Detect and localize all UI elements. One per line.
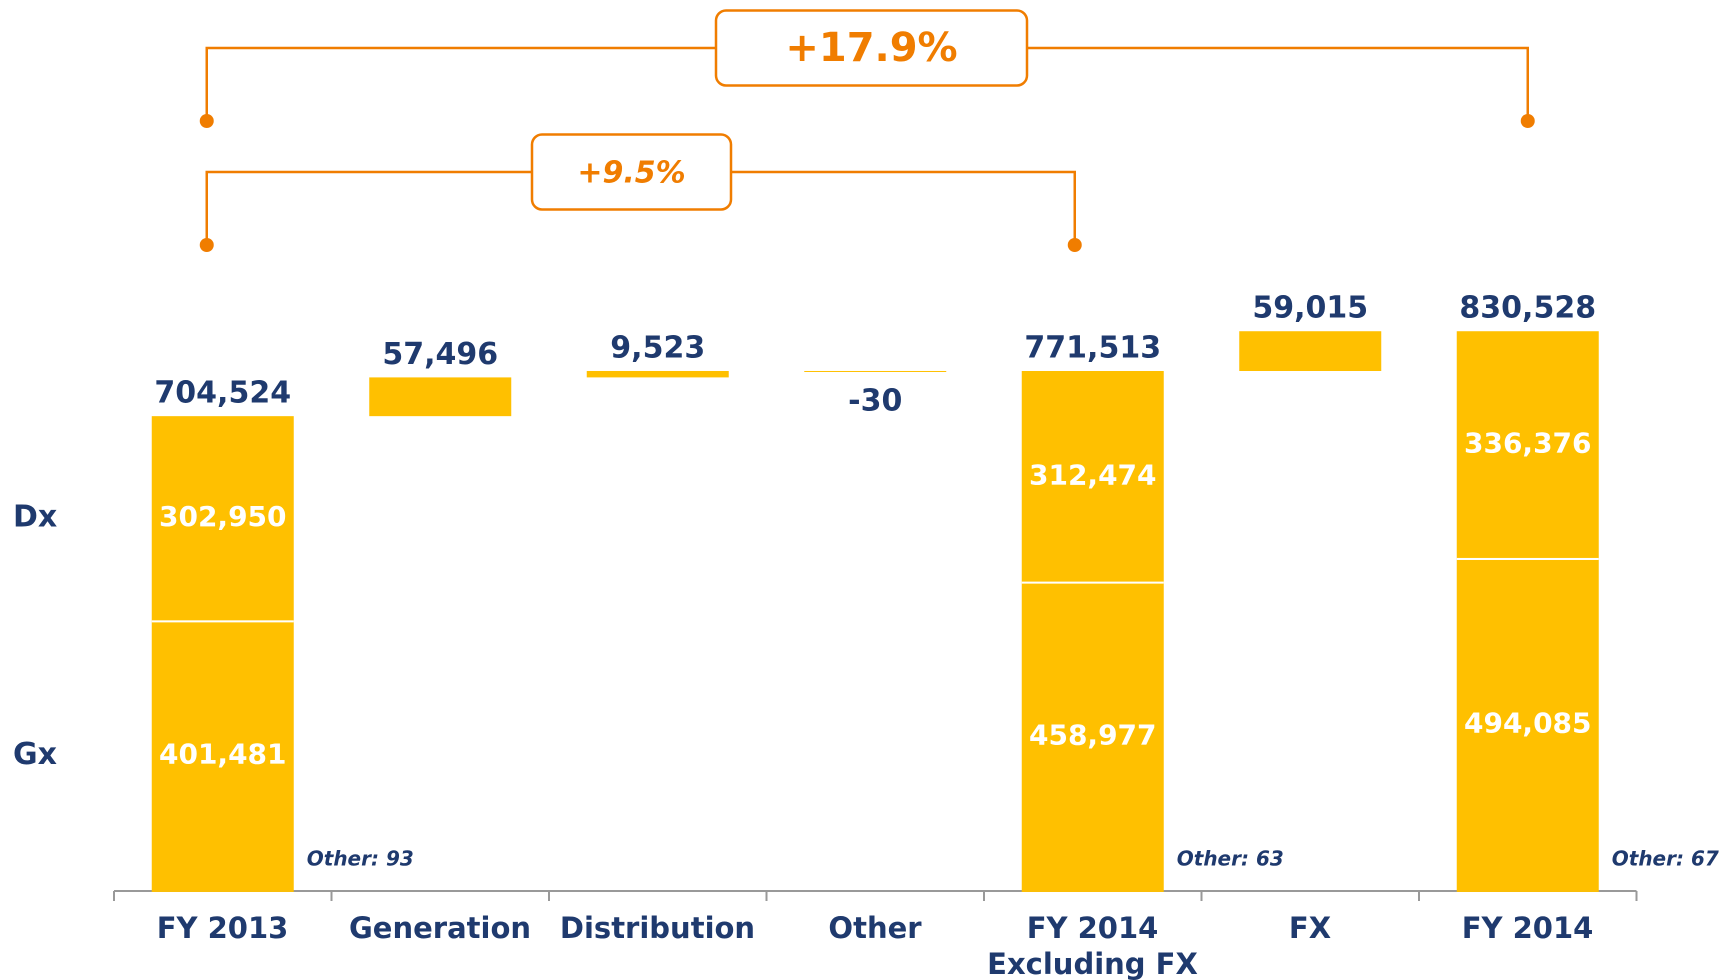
- segment-label: 494,085: [1464, 706, 1592, 739]
- segment-label: 312,474: [1029, 458, 1157, 491]
- bar-segment: [1021, 581, 1164, 891]
- annotation-box: [714, 9, 1029, 87]
- bracket: [205, 170, 1076, 245]
- bracket-dot: [199, 114, 214, 128]
- bracket: [205, 46, 1529, 121]
- bar-segment: [1021, 890, 1164, 892]
- value-label: 9,523: [610, 330, 705, 365]
- bracket-dot: [1067, 238, 1082, 252]
- bar-segment: [1456, 557, 1599, 891]
- value-label: 57,496: [382, 337, 498, 372]
- bar-segment: [151, 620, 294, 891]
- segment-label: 401,481: [159, 738, 287, 771]
- x-tick-label: FY 2013: [156, 911, 289, 945]
- x-tick-label: FY 2014 Excluding FX: [987, 911, 1198, 980]
- bracket-dot: [1520, 114, 1535, 128]
- x-tick-label: FX: [1288, 911, 1332, 945]
- other-label: Other: 93: [307, 847, 414, 871]
- bar-segment: [1456, 890, 1599, 892]
- bar-segment: [1456, 331, 1599, 558]
- x-tick-label: FY 2014: [1461, 911, 1594, 945]
- value-label: 59,015: [1252, 291, 1368, 326]
- other-label: Other: 67: [1612, 847, 1719, 871]
- annotation: +17.9%: [785, 25, 957, 71]
- bracket-dot: [199, 238, 214, 252]
- value-label: 830,528: [1459, 291, 1596, 326]
- bar-segment: [1021, 370, 1164, 582]
- segment-label: 458,977: [1029, 718, 1157, 751]
- annotation: +9.5%: [577, 156, 685, 191]
- bar-segment: [151, 416, 294, 621]
- segment-label: 302,950: [159, 500, 287, 533]
- annotation-box: [530, 133, 733, 211]
- row-label: Dx: [13, 500, 57, 535]
- other-label: Other: 63: [1177, 847, 1284, 871]
- bar: [586, 370, 729, 378]
- value-label: 771,513: [1024, 331, 1161, 366]
- x-tick-label: Generation: [348, 911, 532, 945]
- x-tick-label: Distribution: [559, 911, 756, 945]
- bar: [1239, 331, 1382, 372]
- bar: [369, 377, 512, 417]
- row-label: Gx: [13, 737, 57, 772]
- value-label: -30: [848, 383, 902, 418]
- value-label: 704,524: [154, 376, 291, 411]
- segment-label: 336,376: [1464, 427, 1592, 460]
- bar-segment: [151, 890, 294, 892]
- x-tick-label: Other: [828, 911, 922, 945]
- bar: [804, 370, 947, 372]
